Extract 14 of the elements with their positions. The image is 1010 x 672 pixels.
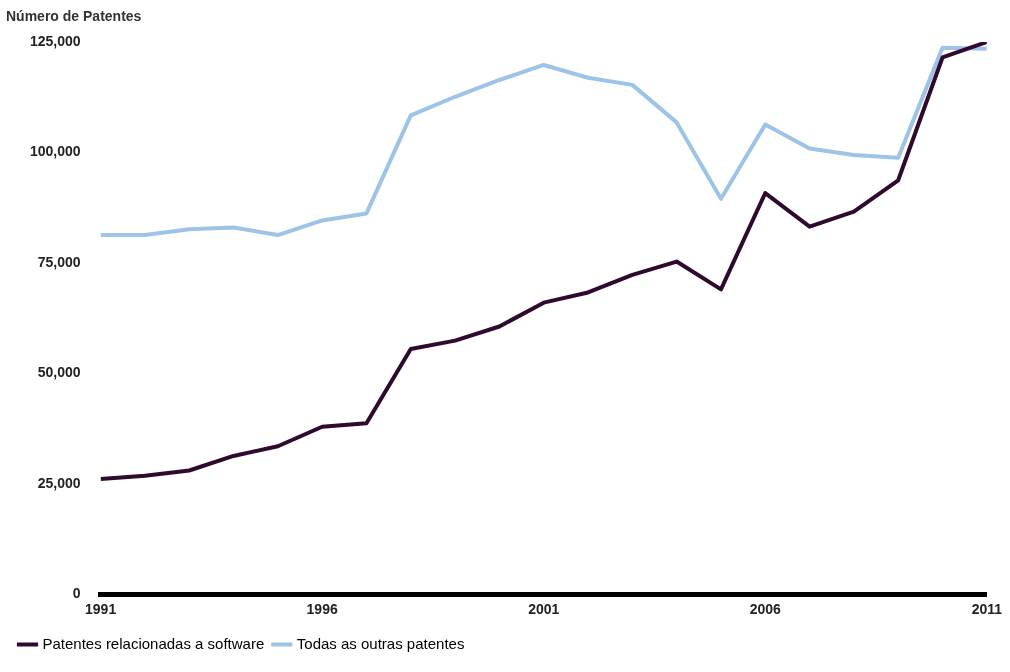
y-tick-label: 0: [72, 585, 81, 602]
x-tick-label: 2001: [528, 601, 560, 618]
x-tick-label: 2011: [971, 601, 1003, 618]
x-tick-label: 1996: [306, 601, 338, 618]
y-tick-label: 50,000: [37, 364, 81, 381]
y-axis-title: Número de Patentes: [6, 8, 142, 24]
legend-label: Patentes relacionadas a software: [42, 634, 265, 652]
x-tick-label: 2006: [749, 601, 782, 618]
y-tick-label: 125,000: [30, 32, 81, 49]
y-tick-label: 25,000: [37, 474, 81, 491]
y-tick-label: 75,000: [37, 253, 81, 270]
y-tick-label: 100,000: [30, 143, 81, 160]
x-tick-label: 1991: [85, 601, 117, 618]
legend-label: Todas as outras patentes: [296, 634, 465, 652]
